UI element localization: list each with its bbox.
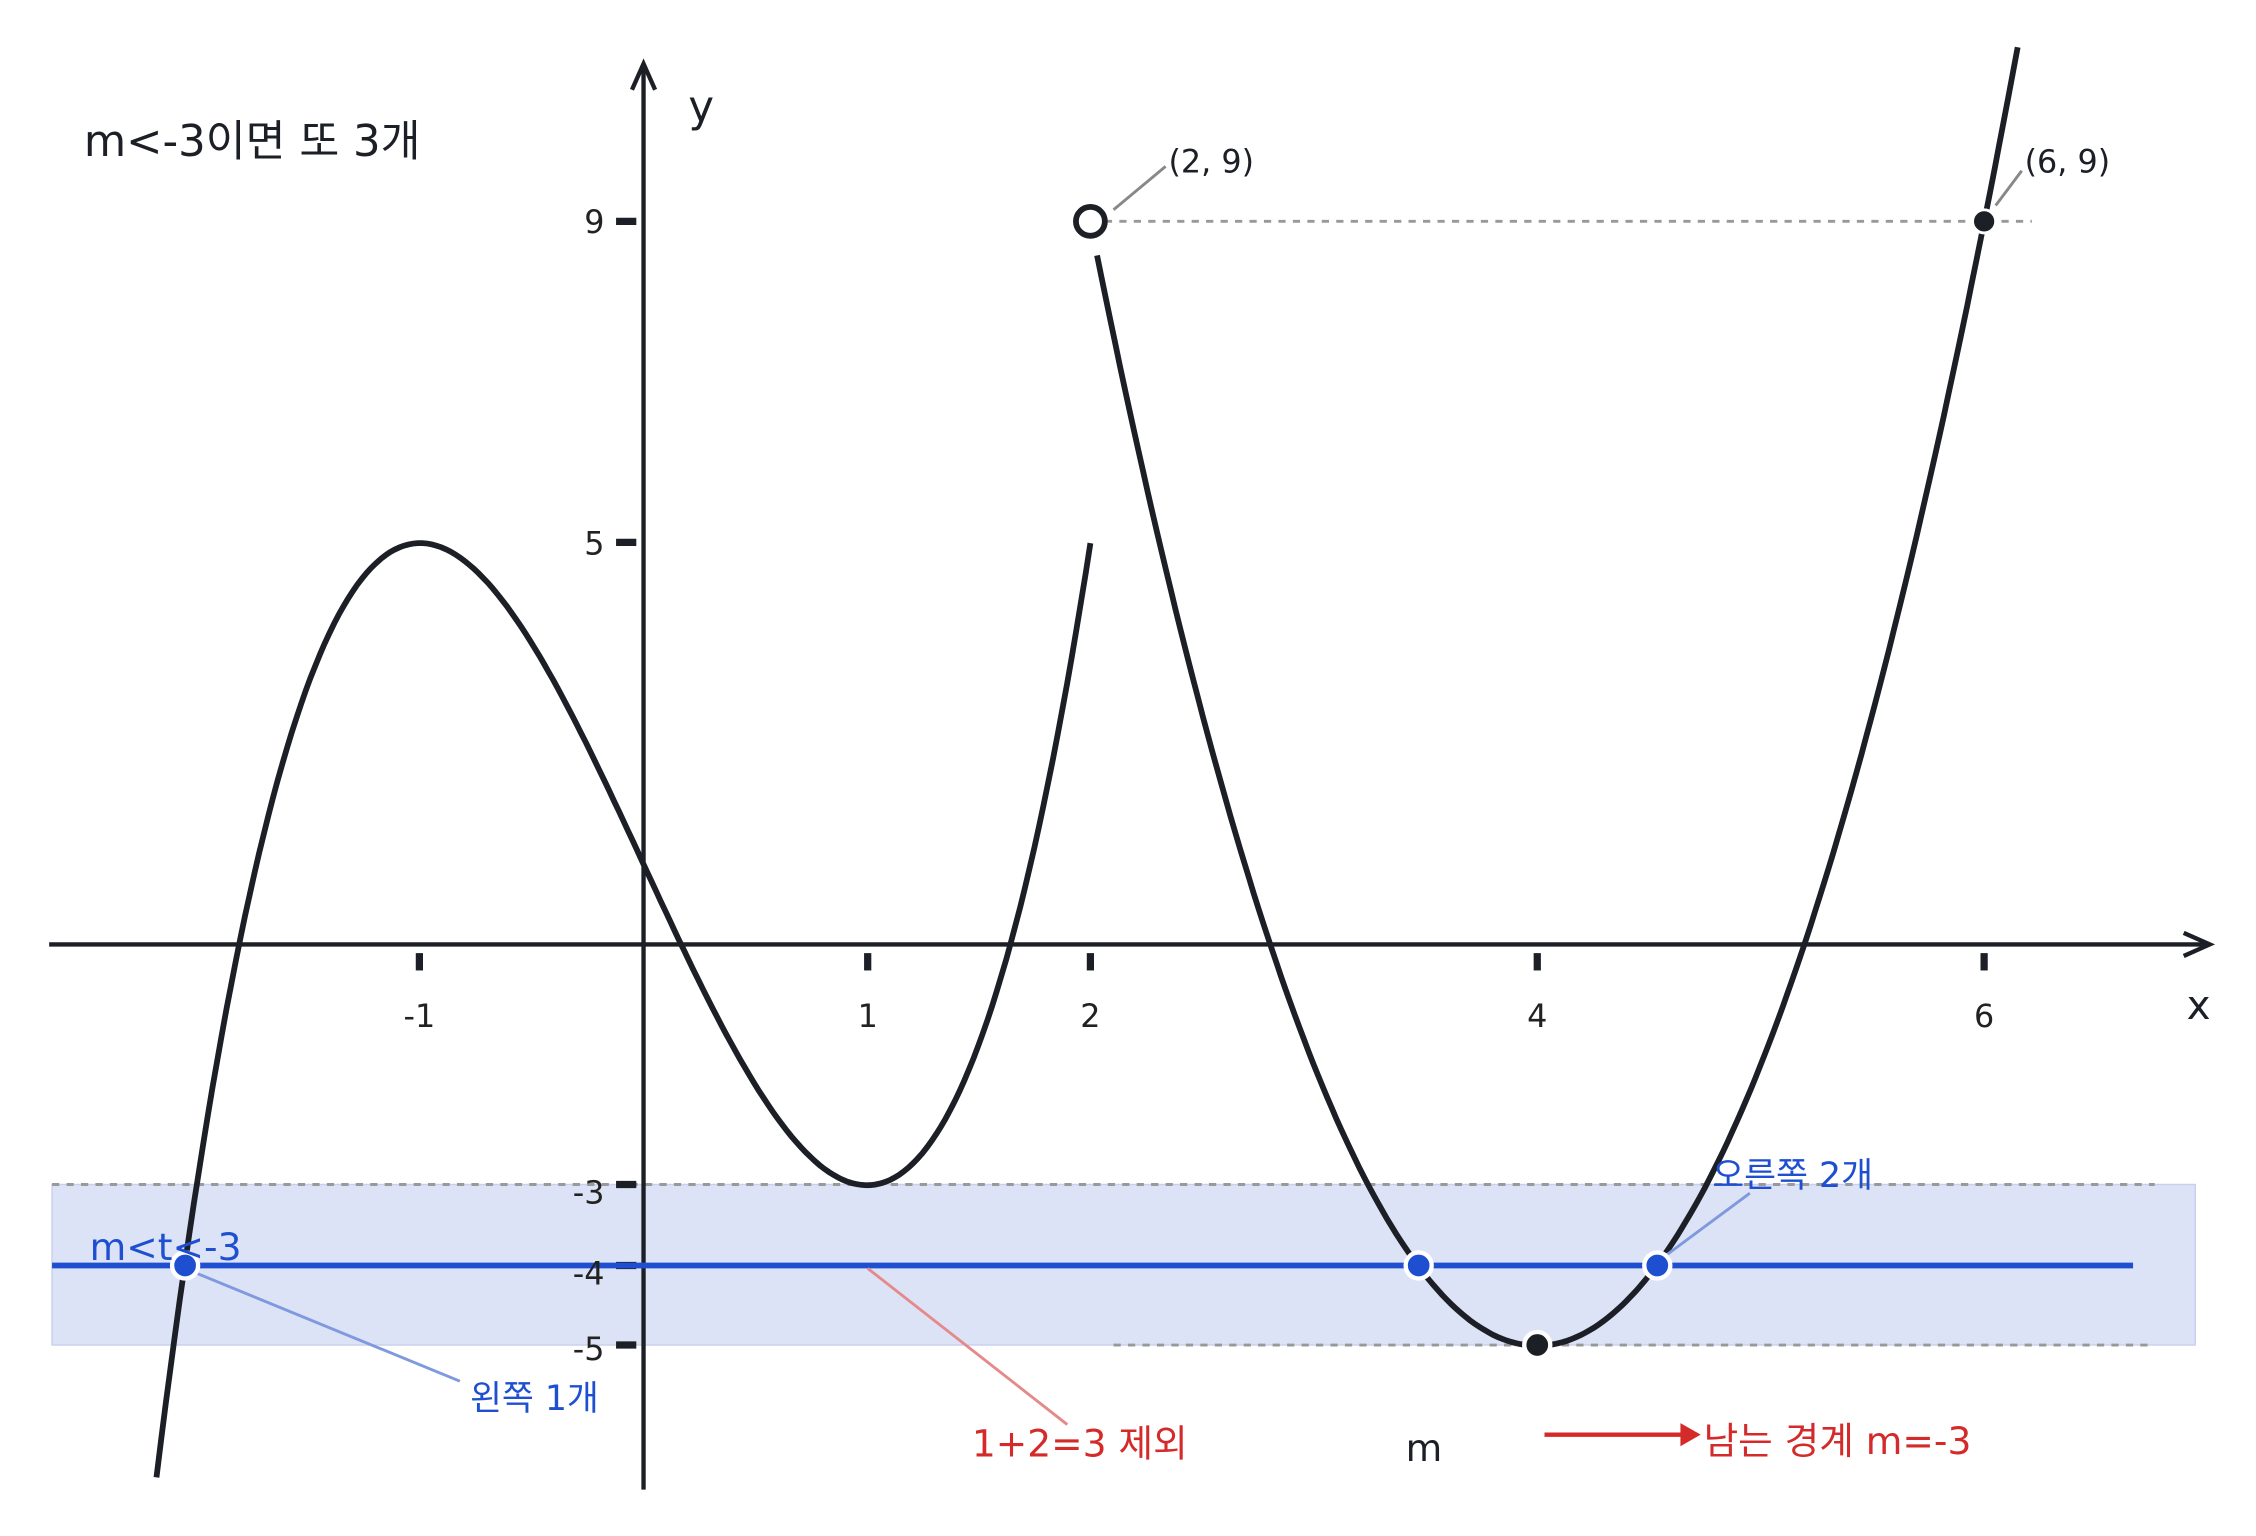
x-tick-label: 2 bbox=[1080, 997, 1100, 1035]
y-tick-label: -3 bbox=[573, 1174, 605, 1212]
y-tick-label: 9 bbox=[584, 203, 604, 241]
point bbox=[1642, 1250, 1673, 1281]
axis-label: x bbox=[2187, 981, 2211, 1029]
curve bbox=[1094, 46, 2021, 1349]
open-point bbox=[1073, 203, 1108, 239]
leader bbox=[194, 1271, 461, 1383]
point bbox=[1403, 1250, 1434, 1281]
point bbox=[1971, 208, 1998, 235]
arrow bbox=[2182, 930, 2216, 958]
x-tick-label: 1 bbox=[858, 997, 878, 1035]
point-label: (6, 9) bbox=[2025, 143, 2110, 181]
leader bbox=[866, 1267, 1069, 1426]
annotation: 오른쪽 2개 bbox=[1712, 1156, 1873, 1196]
x-tick-label: -1 bbox=[404, 997, 436, 1035]
leader bbox=[1112, 165, 1167, 211]
title: m<-3이면 또 3개 bbox=[84, 117, 421, 167]
y-tick-label: -4 bbox=[573, 1255, 605, 1293]
arrow bbox=[1680, 1423, 1701, 1447]
leader bbox=[1994, 169, 2023, 207]
x-tick-label: 6 bbox=[1974, 997, 1994, 1035]
ticks bbox=[415, 217, 1988, 1349]
annotation: 남는 경계 m=-3 bbox=[1704, 1419, 1972, 1463]
y-tick-label: -5 bbox=[573, 1330, 605, 1368]
y-tick-label: 5 bbox=[584, 524, 604, 562]
point-label: (2, 9) bbox=[1168, 143, 1254, 181]
annotation: m<t<-3 bbox=[90, 1225, 242, 1269]
axis-label: y bbox=[688, 82, 714, 132]
annotation: m bbox=[1406, 1426, 1443, 1470]
arrow bbox=[629, 58, 658, 91]
annotation: 왼쪽 1개 bbox=[470, 1379, 599, 1419]
x-tick-label: 4 bbox=[1527, 997, 1547, 1035]
leader bbox=[1665, 1192, 1751, 1257]
point bbox=[169, 1250, 201, 1281]
annotation: 1+2=3 제외 bbox=[972, 1422, 1188, 1466]
point bbox=[1522, 1329, 1553, 1361]
curve bbox=[153, 540, 1094, 1478]
